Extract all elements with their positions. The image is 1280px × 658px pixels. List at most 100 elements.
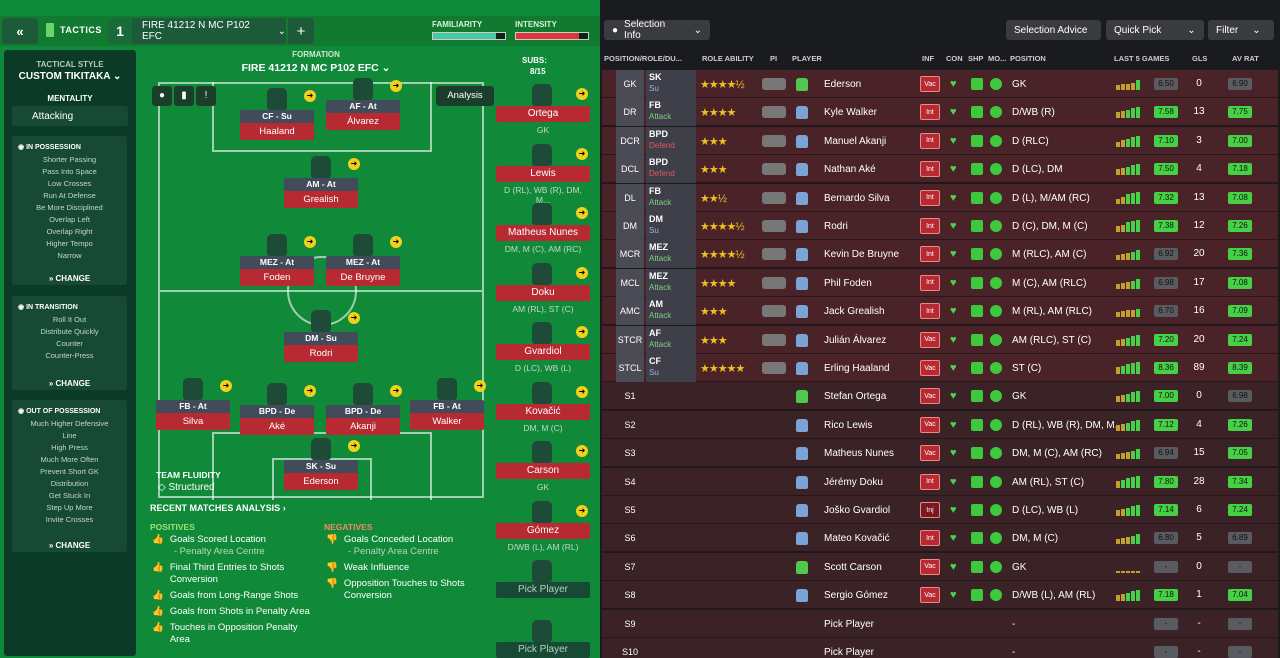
tactic-selector[interactable]: FIRE 41212 N MC P102 EFC ⌄ <box>132 18 286 44</box>
player-row[interactable]: DCR BPD Defend ★★★ Manuel Akanji Int ♥ D (RLC) 7… <box>602 126 1278 155</box>
row-role-duty[interactable]: AM Attack <box>646 297 696 326</box>
player-name[interactable]: Pick Player <box>824 618 875 630</box>
player-instructions-icon[interactable] <box>762 163 786 176</box>
row-position[interactable]: MCL <box>616 268 644 297</box>
player-name[interactable]: Manuel Akanji <box>824 135 887 147</box>
player-instructions-icon[interactable] <box>762 78 786 90</box>
player-instructions-icon[interactable] <box>762 362 786 374</box>
player-row[interactable]: S1 Stefan Ortega Vac ♥ GK 7.00 0 6.98 <box>602 382 1278 411</box>
sub-player-name[interactable]: Doku <box>496 284 590 301</box>
row-position[interactable]: DCR <box>616 126 644 155</box>
row-position[interactable]: S2 <box>624 419 636 430</box>
row-role-duty[interactable]: MEZ Attack <box>646 240 696 269</box>
player-name[interactable]: Joško Gvardiol <box>824 505 891 516</box>
row-role-duty[interactable]: BPD Defend <box>646 126 696 155</box>
player-instructions-icon[interactable] <box>762 191 786 204</box>
row-position[interactable]: STCL <box>616 354 644 382</box>
player-name[interactable]: Bernardo Silva <box>824 192 890 204</box>
row-position[interactable]: S4 <box>624 476 636 487</box>
row-position[interactable]: DCL <box>616 155 644 184</box>
col-con[interactable]: CON <box>946 54 963 63</box>
player-name[interactable]: Julián Álvarez <box>824 334 887 346</box>
row-position[interactable]: S3 <box>624 448 636 459</box>
col-position-role-duty[interactable]: POSITION/ROLE/DU... <box>604 54 682 63</box>
sub-player-name[interactable]: Pick Player <box>496 582 590 598</box>
row-position[interactable]: AMC <box>616 297 644 326</box>
player-row[interactable]: GK SK Su ★★★★½ Ederson Vac ♥ GK 6.50 0 6.90 <box>602 70 1278 98</box>
row-role-duty[interactable]: MEZ Attack <box>646 268 696 297</box>
player-row[interactable]: S9 Pick Player - - - - <box>602 609 1278 638</box>
row-position[interactable]: S5 <box>624 505 636 515</box>
back-button[interactable]: « <box>2 18 38 44</box>
row-position[interactable]: S10 <box>621 647 638 657</box>
pitch-position[interactable]: FB - At Silva <box>156 400 230 430</box>
tactical-style-value[interactable]: CUSTOM TIKITAKA ⌄ <box>18 71 122 82</box>
pitch-position[interactable]: CF - Su Haaland <box>240 110 314 140</box>
pitch-position[interactable]: MEZ - At De Bruyne <box>326 256 400 286</box>
col-player[interactable]: PLAYER <box>792 54 822 63</box>
player-name[interactable]: Rico Lewis <box>824 419 873 431</box>
player-name[interactable]: Scott Carson <box>824 561 882 573</box>
player-row[interactable]: S6 Mateo Kovačić Int ♥ DM, M (C) 6.80 5 6.89 <box>602 524 1278 553</box>
player-instructions-icon[interactable] <box>762 248 786 261</box>
selection-info-dropdown[interactable]: ● Selection Info ⌄ <box>604 19 710 41</box>
mentality-dropdown[interactable]: Attacking <box>12 106 128 126</box>
player-name[interactable]: Jack Grealish <box>824 306 885 318</box>
alert-icon[interactable]: ! <box>196 86 216 106</box>
add-tactic-button[interactable]: + <box>288 18 314 44</box>
player-row[interactable]: S2 Rico Lewis Vac ♥ D (RL), WB (R), DM, M...… <box>602 410 1278 439</box>
col-inf[interactable]: INF <box>922 54 935 63</box>
pitch-position[interactable]: AF - At Álvarez <box>326 100 400 130</box>
sub-player-name[interactable]: Pick Player <box>496 641 590 658</box>
player-row[interactable]: STCR AF Attack ★★★ Julián Álvarez Vac ♥ AM (RLC… <box>602 325 1278 354</box>
player-row[interactable]: S5 Joško Gvardiol Inj ♥ D (LC), WB (L) 7.14 6 7… <box>602 496 1278 524</box>
row-position[interactable]: DR <box>616 98 644 127</box>
player-row[interactable]: MCR MEZ Attack ★★★★½ Kevin De Bruyne Int ♥ M (R… <box>602 240 1278 269</box>
player-row[interactable]: DM DM Su ★★★★½ Rodri Int ♥ D (C), DM, M (C) 7.38… <box>602 212 1278 240</box>
pitch-position[interactable]: AM - At Grealish <box>284 178 358 208</box>
player-name[interactable]: Kevin De Bruyne <box>824 249 900 261</box>
row-position[interactable]: S8 <box>624 590 636 601</box>
row-role-duty[interactable]: DM Su <box>646 212 696 240</box>
row-role-duty[interactable]: BPD Defend <box>646 155 696 184</box>
in-transition-change-button[interactable]: » CHANGE <box>48 379 91 388</box>
pitch-position[interactable]: MEZ - At Foden <box>240 256 314 286</box>
player-name[interactable]: Mateo Kovačić <box>824 533 890 545</box>
col-av-rat[interactable]: AV RAT <box>1232 54 1259 63</box>
bar-chart-icon[interactable]: ▮ <box>174 86 194 106</box>
pitch-position[interactable]: SK - Su Ederson <box>284 460 358 490</box>
row-position[interactable]: S6 <box>624 533 636 544</box>
player-instructions-icon[interactable] <box>762 134 786 147</box>
player-name[interactable]: Ederson <box>824 79 862 90</box>
player-name[interactable]: Matheus Nunes <box>824 448 895 460</box>
player-name[interactable]: Rodri <box>824 221 848 232</box>
person-icon[interactable]: ● <box>152 86 172 106</box>
row-position[interactable]: MCR <box>616 240 644 269</box>
player-name[interactable]: Sergio Gómez <box>824 590 888 602</box>
out-of-possession-change-button[interactable]: » CHANGE <box>48 541 91 550</box>
col-position[interactable]: POSITION <box>1010 54 1046 63</box>
player-name[interactable]: Stefan Ortega <box>824 391 887 403</box>
row-position[interactable]: DL <box>616 183 644 212</box>
player-name[interactable]: Pick Player <box>824 647 875 658</box>
sub-player-name[interactable]: Gómez <box>496 522 590 539</box>
col-shp[interactable]: SHP <box>968 54 984 63</box>
col-mo[interactable]: MO... <box>988 54 1007 63</box>
in-possession-change-button[interactable]: » CHANGE <box>48 274 91 283</box>
player-row[interactable]: S8 Sergio Gómez Vac ♥ D/WB (L), AM (RL) 7.18 1… <box>602 581 1278 610</box>
sub-player-name[interactable]: Lewis <box>496 165 590 182</box>
row-role-duty[interactable]: FB Attack <box>646 98 696 127</box>
player-row[interactable]: S7 Scott Carson Vac ♥ GK - 0 - <box>602 552 1278 581</box>
sub-player-name[interactable]: Kovačić <box>496 403 590 420</box>
player-name[interactable]: Phil Foden <box>824 277 872 289</box>
quick-pick-button[interactable]: Quick Pick ⌄ <box>1106 20 1204 40</box>
player-instructions-icon[interactable] <box>762 220 786 232</box>
pitch-position[interactable]: BPD - De Akanji <box>326 405 400 435</box>
player-row[interactable]: DCL BPD Defend ★★★ Nathan Aké Int ♥ D (LC), DM 7… <box>602 155 1278 184</box>
player-row[interactable]: S3 Matheus Nunes Vac ♥ DM, M (C), AM (RC) 6.9… <box>602 439 1278 468</box>
col-gls[interactable]: GLS <box>1192 54 1208 63</box>
row-role-duty[interactable]: SK Su <box>646 70 696 98</box>
col-pi[interactable]: PI <box>770 54 778 63</box>
selection-advice-button[interactable]: Selection Advice <box>1006 20 1101 40</box>
filter-button[interactable]: Filter ⌄ <box>1208 20 1274 40</box>
